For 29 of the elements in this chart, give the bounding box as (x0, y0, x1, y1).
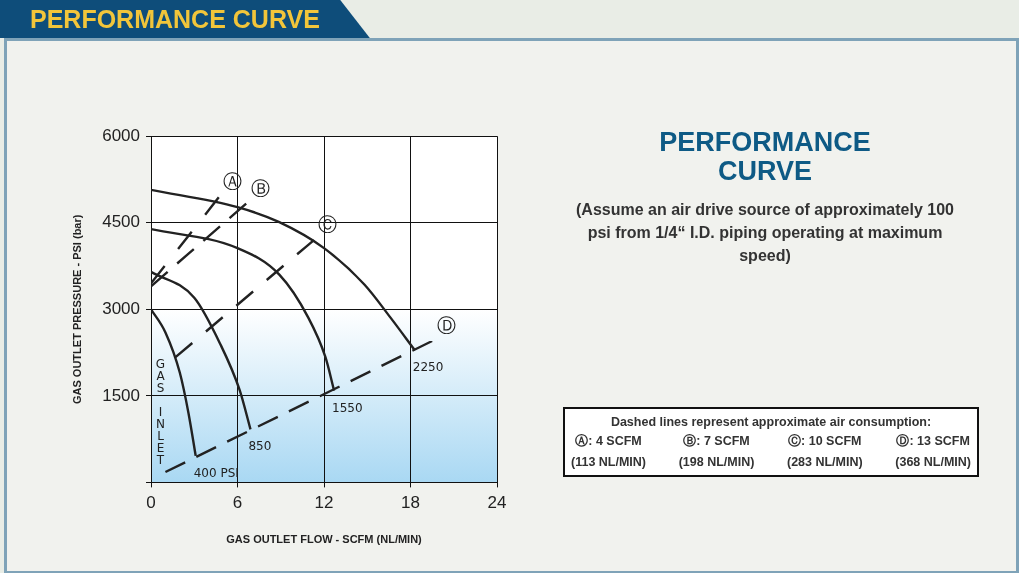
x-tick-label: 6 (232, 493, 243, 513)
text: (368 NL/MIN) (895, 455, 971, 469)
text: (113 NL/MIN) (571, 455, 647, 469)
text: Dashed lines represent approximate air consumption: (609, 415, 933, 429)
x-axis-title: GAS OUTLET FLOW - SCFM (NL/MIN) (226, 533, 423, 546)
text: Ⓐ: 4 SCFM (574, 433, 643, 450)
annotation: 1550 (332, 400, 363, 415)
x-tick-label: 24 (487, 493, 507, 513)
x-tick-label: 12 (314, 493, 334, 513)
annotation: GAS INLET (155, 357, 166, 468)
text: (283 NL/MIN) (786, 455, 863, 469)
y-tick-label: 4500 (102, 212, 141, 232)
text: (Assume an air drive source of approximately 100 psi from 1/4“ I.D. piping operating at maximum speed) (575, 200, 955, 266)
text: Ⓑ: 7 SCFM (682, 433, 751, 450)
annotation: Ⓑ (250, 176, 270, 199)
y-tick-label: 6000 (102, 125, 141, 145)
annotation: Ⓓ (436, 313, 456, 336)
text: Ⓓ: 13 SCFM (895, 433, 971, 450)
chart-title: PERFORMANCE CURVE (0, 0, 370, 38)
x-tick-label: 18 (401, 493, 420, 513)
y-axis-title: GAS OUTLET PRESSURE - PSI (bar) (70, 214, 83, 405)
y-tick-label: 1500 (102, 385, 141, 405)
text: (198 NL/MIN) (678, 455, 755, 469)
y-tick-label: 3000 (102, 298, 141, 318)
text: Ⓒ: 10 SCFM (787, 433, 863, 450)
annotation: 850 (248, 439, 272, 454)
annotation: 2250 (412, 360, 444, 375)
text: PERFORMANCE CURVE (658, 127, 872, 186)
x-tick-label: 0 (146, 493, 156, 513)
